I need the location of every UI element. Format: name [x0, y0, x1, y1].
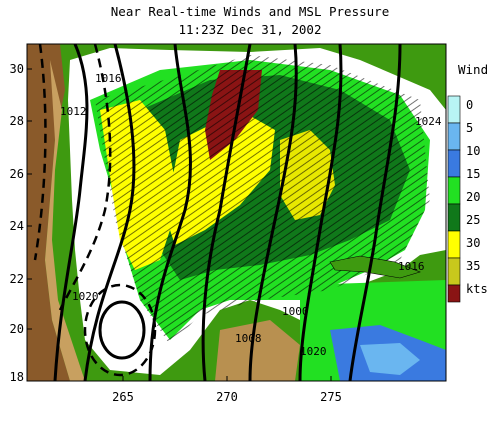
- y-tick-label: 26: [9, 167, 24, 181]
- isobar-label: 1008: [235, 332, 262, 345]
- isobar-label: 1012: [60, 105, 87, 118]
- isobar-label: 1016: [95, 72, 122, 85]
- chart-title: Near Real-time Winds and MSL Pressure: [110, 4, 390, 19]
- x-tick-label: 270: [216, 390, 238, 404]
- isobar-label: 1020: [300, 345, 327, 358]
- y-tick-label: 28: [9, 114, 24, 128]
- isobar-line: [148, 44, 192, 381]
- high-pressure-isobar: [98, 300, 146, 360]
- isobar-line: [83, 44, 136, 381]
- x-tick-label: 265: [112, 390, 134, 404]
- isobar-label: 1000: [282, 305, 309, 318]
- isobar-label: 1024: [415, 115, 442, 128]
- yucatan-highlands: [215, 320, 300, 381]
- mexico-highlands: [27, 44, 70, 381]
- y-tick-label: 24: [9, 219, 24, 233]
- legend-level-label: 15: [466, 167, 481, 181]
- isobar-line: [348, 44, 402, 381]
- wind-barbs: [95, 55, 430, 345]
- isobar-label: 1016: [398, 260, 425, 273]
- y-tick-label: 18: [9, 370, 24, 384]
- legend-level-label: 5: [466, 121, 474, 135]
- y-tick-label: 22: [9, 272, 24, 286]
- wind-field-cyan: [360, 343, 420, 375]
- legend-bar: [447, 95, 461, 303]
- isobar-line: [53, 44, 89, 381]
- legend-level-label: 30: [466, 236, 481, 250]
- mexico-highlands-edge: [45, 60, 85, 381]
- chart-subtitle: 11:23Z Dec 31, 2002: [178, 22, 322, 37]
- legend-level-label: 35: [466, 259, 481, 273]
- plot-frame: [26, 43, 447, 382]
- legend-level-label: 0: [466, 98, 474, 112]
- legend-level-label: 25: [466, 213, 481, 227]
- isobar-line: [298, 44, 343, 381]
- isobar-line: [248, 44, 298, 381]
- isobar-line: [201, 44, 252, 381]
- y-tick-label: 30: [9, 62, 24, 76]
- isobar-dashed-ring: [83, 283, 157, 377]
- isobar-dashed: [58, 44, 112, 311]
- legend-level-label: 10: [466, 144, 481, 158]
- x-tick-label: 275: [320, 390, 342, 404]
- y-tick-label: 20: [9, 322, 24, 336]
- isobar-label: 1020: [72, 290, 99, 303]
- legend-level-label: 20: [466, 190, 481, 204]
- cuba-island: [329, 255, 421, 279]
- legend-units: kts: [466, 282, 488, 296]
- legend-title: Wind: [458, 62, 489, 77]
